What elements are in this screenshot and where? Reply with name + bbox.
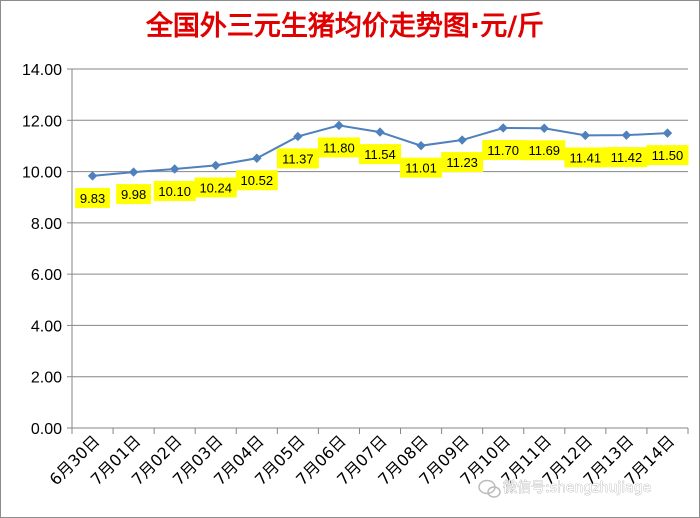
data-label-background — [564, 147, 607, 168]
data-label: 11.23 — [446, 155, 478, 170]
data-label-background — [646, 145, 689, 166]
data-point — [416, 140, 426, 151]
data-label: 11.37 — [282, 151, 314, 166]
data-point — [498, 123, 508, 133]
data-point — [128, 167, 139, 177]
data-label-background — [235, 170, 278, 191]
y-tick-label: 12.00 — [22, 113, 62, 130]
data-label: 11.42 — [611, 150, 643, 165]
data-label-background — [359, 144, 401, 165]
wechat-icon — [478, 479, 501, 498]
data-label-background — [116, 184, 151, 205]
data-label: 11.69 — [528, 143, 560, 158]
y-axis-ticks: 0.00 2.00 4.00 6.00 8.00 10.00 12.00 14.00 — [22, 62, 62, 438]
data-point — [375, 127, 385, 137]
data-label-background — [605, 147, 648, 168]
y-tick-label: 14.00 — [22, 62, 62, 79]
series-group — [87, 120, 673, 181]
data-point — [662, 128, 673, 138]
data-label: 9.83 — [80, 191, 105, 206]
data-label-background — [482, 139, 525, 160]
y-tick-label: 8.00 — [31, 216, 62, 233]
data-point — [211, 160, 221, 171]
data-label: 11.70 — [487, 143, 519, 158]
data-point — [334, 120, 344, 131]
data-point — [87, 171, 98, 181]
data-label-background — [400, 157, 443, 178]
data-label: 11.80 — [323, 140, 355, 155]
data-point — [252, 153, 262, 163]
y-tick-label: 6.00 — [31, 267, 62, 284]
data-label-background — [276, 148, 319, 169]
y-tick-label: 2.00 — [31, 370, 62, 387]
data-label: 10.10 — [158, 184, 191, 199]
data-label: 10.52 — [241, 173, 274, 188]
y-tick-label: 0.00 — [31, 421, 62, 438]
data-point — [457, 135, 467, 145]
data-label-background — [153, 181, 196, 202]
data-label-background — [194, 177, 237, 198]
data-label-background — [523, 140, 566, 161]
data-label: 11.54 — [364, 147, 396, 162]
y-tick-label: 4.00 — [31, 318, 62, 335]
data-label: 9.98 — [121, 187, 146, 202]
watermark: 微信号:shengzhujiage — [478, 479, 652, 498]
data-point — [539, 123, 549, 133]
data-label-background — [317, 137, 360, 158]
data-label: 11.41 — [570, 150, 602, 165]
data-point — [621, 130, 632, 140]
data-point — [293, 131, 303, 142]
axes — [67, 68, 689, 434]
y-tick-label: 10.00 — [22, 165, 62, 182]
data-point — [169, 164, 180, 174]
chart-title: 全国外三元生猪均价走势图·元/斤 — [145, 10, 544, 42]
data-point — [580, 130, 591, 141]
data-label-background — [441, 152, 484, 173]
gridlines — [72, 68, 688, 378]
data-label: 11.50 — [652, 148, 684, 163]
data-label-background — [75, 187, 110, 208]
data-label: 11.01 — [405, 161, 437, 176]
data-labels: 9.83 9.98 10.10 10.24 10.52 11.37 11.80 11.54 11… — [75, 137, 689, 208]
watermark-text: 微信号:shengzhujiage — [503, 480, 651, 496]
data-label: 10.24 — [199, 180, 232, 195]
